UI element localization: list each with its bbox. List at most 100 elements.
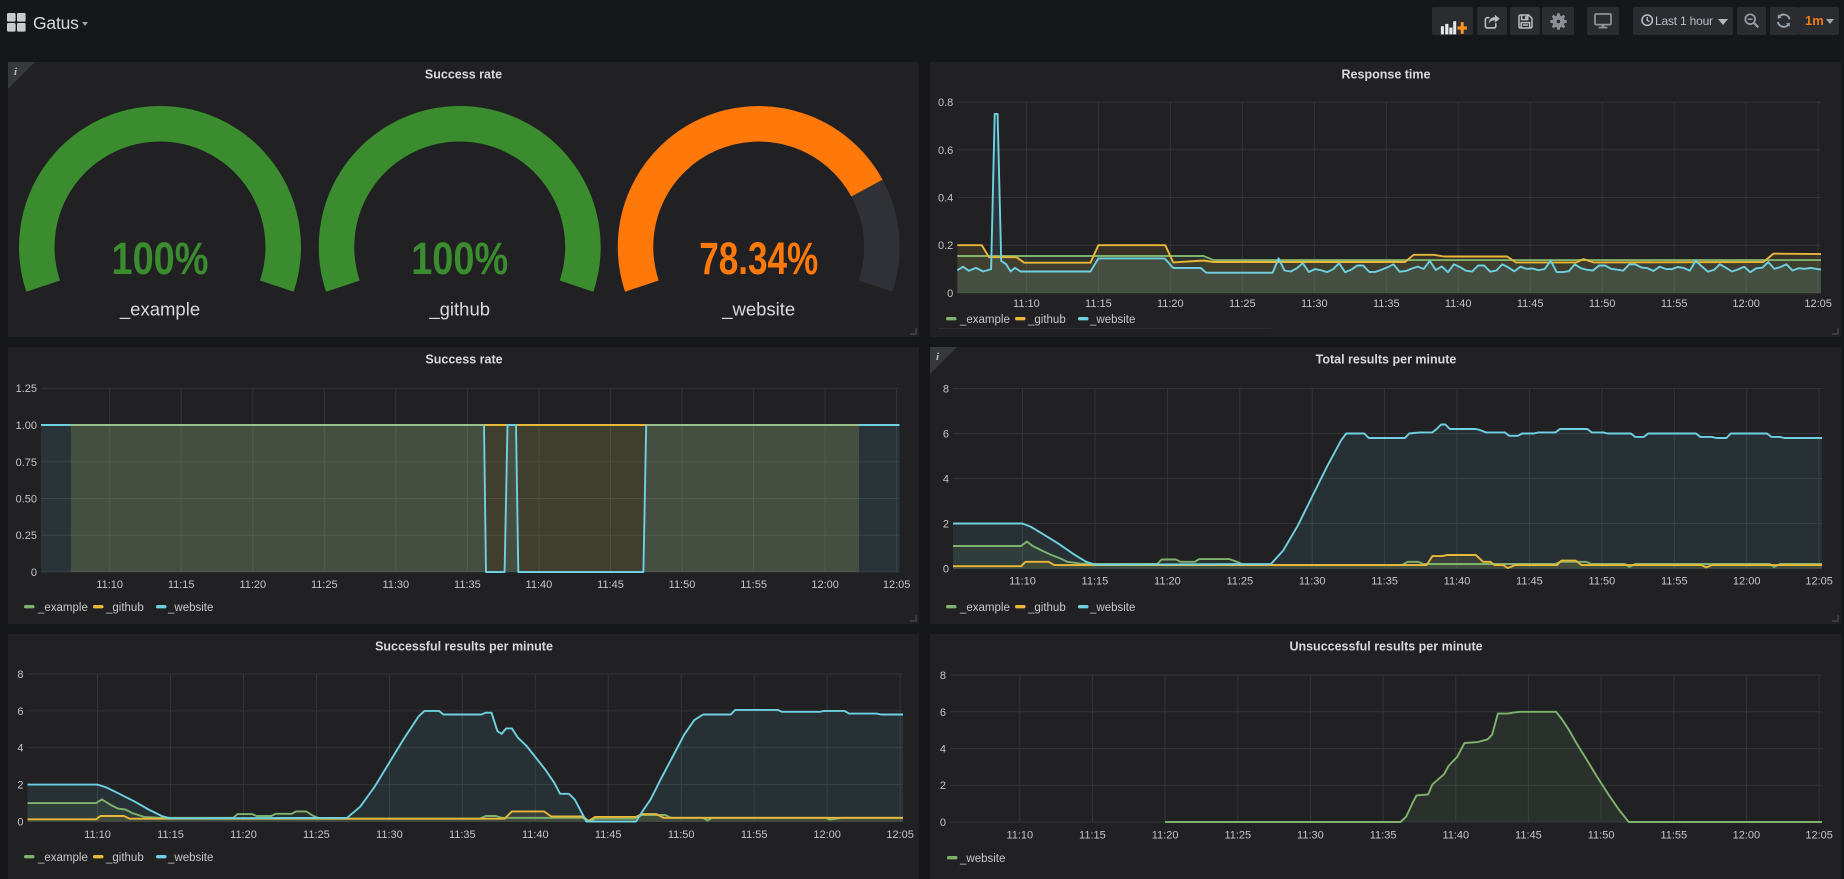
svg-text:12:05: 12:05: [883, 579, 911, 591]
svg-text:11:15: 11:15: [1082, 576, 1109, 588]
svg-text:_github: _github: [105, 602, 144, 614]
svg-text:6: 6: [940, 707, 946, 719]
svg-text:_example: _example: [119, 299, 200, 321]
svg-text:4: 4: [943, 474, 949, 486]
svg-text:0.2: 0.2: [938, 240, 953, 252]
svg-text:11:20: 11:20: [239, 579, 266, 591]
svg-text:12:00: 12:00: [1733, 830, 1761, 842]
svg-text:12:05: 12:05: [1805, 830, 1833, 842]
svg-text:11:10: 11:10: [96, 579, 123, 591]
svg-text:11:30: 11:30: [1297, 830, 1324, 842]
svg-text:2: 2: [943, 519, 949, 531]
svg-text:11:45: 11:45: [1516, 576, 1543, 588]
svg-text:11:55: 11:55: [1661, 298, 1688, 310]
svg-text:12:00: 12:00: [813, 829, 841, 841]
svg-text:11:40: 11:40: [522, 829, 549, 841]
svg-text:11:25: 11:25: [311, 579, 338, 591]
svg-text:11:35: 11:35: [1370, 830, 1397, 842]
svg-text:11:45: 11:45: [1515, 830, 1542, 842]
svg-text:_website: _website: [1089, 602, 1135, 614]
svg-text:11:20: 11:20: [1157, 298, 1184, 310]
svg-text:12:00: 12:00: [1732, 298, 1760, 310]
svg-text:11:40: 11:40: [1445, 298, 1472, 310]
svg-text:1.25: 1.25: [16, 383, 37, 395]
svg-text:12:00: 12:00: [811, 579, 839, 591]
svg-text:8: 8: [940, 670, 946, 682]
svg-text:_example: _example: [959, 314, 1010, 326]
svg-text:11:15: 11:15: [1085, 298, 1112, 310]
svg-text:12:00: 12:00: [1733, 576, 1761, 588]
svg-text:11:30: 11:30: [376, 829, 403, 841]
svg-text:11:25: 11:25: [1224, 830, 1251, 842]
svg-text:12:05: 12:05: [1804, 298, 1832, 310]
svg-text:11:35: 11:35: [1371, 576, 1398, 588]
svg-text:0: 0: [943, 564, 949, 576]
svg-text:_github: _github: [1027, 602, 1066, 614]
svg-text:i: i: [14, 66, 18, 78]
svg-text:11:40: 11:40: [526, 579, 553, 591]
svg-text:_website: _website: [167, 852, 213, 864]
svg-text:11:35: 11:35: [454, 579, 481, 591]
svg-text:11:55: 11:55: [740, 579, 767, 591]
svg-text:11:30: 11:30: [382, 579, 409, 591]
svg-text:11:50: 11:50: [1589, 576, 1616, 588]
svg-text:6: 6: [943, 429, 949, 441]
svg-text:8: 8: [943, 384, 949, 396]
svg-text:Total results per minute: Total results per minute: [1316, 353, 1457, 367]
svg-text:100%: 100%: [411, 233, 508, 284]
svg-text:11:25: 11:25: [303, 829, 330, 841]
svg-text:_website: _website: [721, 299, 795, 321]
svg-text:_website: _website: [167, 602, 213, 614]
svg-text:11:40: 11:40: [1444, 576, 1471, 588]
svg-text:i: i: [936, 351, 940, 363]
svg-text:_website: _website: [1089, 314, 1135, 326]
svg-text:11:15: 11:15: [157, 829, 184, 841]
svg-text:11:50: 11:50: [1588, 830, 1615, 842]
svg-text:4: 4: [17, 743, 23, 755]
svg-text:_example: _example: [959, 602, 1010, 614]
svg-text:11:35: 11:35: [1373, 298, 1400, 310]
svg-text:11:50: 11:50: [1589, 298, 1616, 310]
svg-text:11:15: 11:15: [168, 579, 195, 591]
svg-text:11:50: 11:50: [669, 579, 696, 591]
svg-text:11:45: 11:45: [595, 829, 622, 841]
svg-text:_github: _github: [1027, 314, 1066, 326]
svg-text:11:30: 11:30: [1301, 298, 1328, 310]
svg-text:11:55: 11:55: [1661, 576, 1688, 588]
svg-text:_github: _github: [105, 852, 144, 864]
svg-text:11:55: 11:55: [741, 829, 768, 841]
svg-text:0: 0: [17, 817, 23, 829]
svg-text:12:05: 12:05: [886, 829, 914, 841]
svg-text:8: 8: [17, 669, 23, 681]
svg-text:0: 0: [947, 288, 953, 300]
svg-text:0.4: 0.4: [938, 193, 953, 205]
svg-text:11:45: 11:45: [1517, 298, 1544, 310]
svg-text:11:25: 11:25: [1226, 576, 1253, 588]
svg-text:11:30: 11:30: [1299, 576, 1326, 588]
svg-text:11:50: 11:50: [668, 829, 695, 841]
svg-text:0.8: 0.8: [938, 97, 953, 109]
svg-text:11:40: 11:40: [1442, 830, 1469, 842]
svg-text:11:35: 11:35: [449, 829, 476, 841]
svg-text:11:20: 11:20: [230, 829, 257, 841]
svg-text:2: 2: [17, 780, 23, 792]
svg-text:78.34%: 78.34%: [699, 233, 818, 284]
svg-text:11:20: 11:20: [1154, 576, 1181, 588]
svg-text:6: 6: [17, 706, 23, 718]
svg-text:Response time: Response time: [1342, 68, 1431, 82]
svg-text:0.50: 0.50: [16, 494, 37, 506]
svg-text:11:20: 11:20: [1152, 830, 1179, 842]
svg-text:11:10: 11:10: [1009, 576, 1036, 588]
svg-text:_example: _example: [37, 602, 88, 614]
svg-text:2: 2: [940, 780, 946, 792]
svg-text:Success rate: Success rate: [425, 68, 502, 82]
svg-text:11:45: 11:45: [597, 579, 624, 591]
svg-text:0: 0: [940, 817, 946, 829]
svg-text:11:15: 11:15: [1079, 830, 1106, 842]
svg-text:11:25: 11:25: [1229, 298, 1256, 310]
svg-text:0.25: 0.25: [16, 530, 37, 542]
svg-text:100%: 100%: [112, 233, 209, 284]
svg-text:0: 0: [31, 567, 37, 579]
svg-text:11:10: 11:10: [1013, 298, 1040, 310]
svg-text:0.6: 0.6: [938, 145, 953, 157]
